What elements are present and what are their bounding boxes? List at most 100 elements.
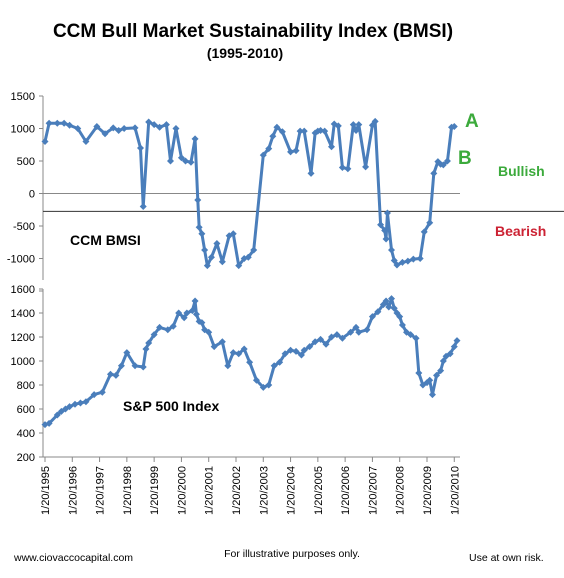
sp500-data-point [183, 309, 191, 317]
sp500-data-point [270, 362, 278, 370]
bmsi-data-point [393, 261, 401, 269]
bmsi-y-axis: 1500 1000 500 0 -500 -1000 [7, 91, 43, 292]
bmsi-y-tick-label: -500 [13, 221, 35, 233]
bmsi-data-point [338, 164, 346, 171]
sp500-data-point [300, 346, 308, 354]
bmsi-data-point [53, 119, 61, 127]
bmsi-data-point [145, 118, 153, 126]
sp500-y-tick-label: 1600 [11, 284, 35, 296]
bmsi-y-tick-label: -1000 [7, 254, 35, 266]
bmsi-data-point [177, 154, 185, 162]
x-tick-label: 1/20/2002 [231, 466, 243, 515]
sp500-data-point [374, 308, 382, 316]
bmsi-data-point [139, 203, 147, 210]
x-tick-label: 1/20/1999 [149, 466, 161, 515]
sp500-data-point [229, 349, 237, 357]
sp500-data-point [433, 371, 441, 379]
bmsi-data-point [426, 219, 434, 227]
bmsi-data-point [321, 127, 329, 135]
sp500-data-point [398, 321, 406, 329]
sp500-data-point [317, 335, 325, 343]
sp500-data-point [437, 367, 445, 375]
sp500-data-point [259, 383, 267, 391]
bmsi-series-label: CCM BMSI [70, 232, 141, 248]
sp500-data-point [281, 350, 289, 358]
sp500-data-point [45, 419, 53, 427]
bmsi-data-point [398, 258, 406, 266]
bmsi-data-point [156, 123, 164, 131]
x-tick-label: 1/20/2010 [449, 466, 461, 515]
sp500-data-point [385, 303, 393, 311]
sp500-data-point [347, 328, 355, 336]
bmsi-data-point [218, 258, 226, 266]
bmsi-data-point [371, 117, 379, 125]
bmsi-data-point [287, 148, 295, 156]
sp500-y-tick-label: 1200 [11, 332, 35, 344]
bmsi-data-point [244, 253, 252, 261]
bmsi-data-point [296, 127, 304, 135]
bmsi-data-point [344, 165, 352, 173]
sp500-data-point [368, 313, 376, 321]
sp500-data-point [265, 381, 273, 389]
x-tick-label: 1/20/2001 [204, 466, 216, 515]
sp500-data-point [175, 309, 183, 317]
bmsi-data-point [307, 169, 315, 177]
bmsi-y-tick-label: 500 [17, 156, 35, 168]
bmsi-data-point [416, 255, 424, 262]
x-axis: 1/20/1995 1/20/1996 1/20/1997 1/20/1998 1/20… [40, 457, 461, 515]
bmsi-data-point [383, 209, 391, 217]
bmsi-data-point [162, 121, 170, 129]
sp500-data-point [311, 338, 319, 346]
bmsi-data-point [300, 127, 308, 135]
sp500-data-point [306, 343, 314, 351]
sp500-data-point [327, 333, 335, 341]
sp500-data-point [252, 376, 260, 384]
footer-note: For illustrative purposes only. [224, 548, 360, 560]
sp500-data-point [76, 399, 84, 407]
x-tick-label: 1/20/2008 [395, 466, 407, 515]
sp500-data-point [450, 343, 458, 351]
sp500-data-point [426, 376, 434, 384]
sp500-data-point [106, 370, 114, 378]
sp500-data-point [246, 358, 254, 366]
bmsi-data-point [390, 256, 398, 264]
bmsi-data-point [352, 126, 360, 134]
sp500-data-point [333, 331, 341, 339]
sp500-data-point [90, 391, 98, 399]
sp500-data-point [117, 362, 125, 370]
sp500-series-label: S&P 500 Index [123, 398, 219, 414]
bmsi-data-point [187, 158, 195, 166]
bmsi-data-point [109, 124, 117, 132]
sp500-data-point [428, 391, 436, 399]
sp500-data-point [188, 307, 196, 315]
bmsi-data-point [269, 132, 277, 140]
bmsi-data-point [265, 145, 273, 153]
bmsi-data-point [150, 121, 158, 129]
sp500-data-point [439, 357, 447, 365]
bmsi-data-point [420, 228, 428, 236]
sp500-data-point [390, 304, 398, 312]
sp500-data-point [71, 400, 79, 408]
bmsi-data-point [235, 262, 243, 270]
bmsi-panel: 1500 1000 500 0 -500 -1000 CCM BMSI A B Bulli… [7, 91, 564, 292]
bmsi-data-point [355, 121, 363, 129]
sp500-data-point [53, 411, 61, 419]
bmsi-data-point [229, 230, 237, 238]
bmsi-data-point [60, 119, 68, 127]
bearish-zone-label: Bearish [495, 223, 546, 239]
bullish-zone-label: Bullish [498, 163, 545, 179]
bmsi-data-point [182, 157, 190, 165]
sp500-data-point [240, 345, 248, 353]
bmsi-data-point [409, 255, 417, 263]
sp500-series-points [41, 295, 461, 429]
sp500-data-point [139, 363, 147, 371]
sp500-data-point [355, 328, 363, 336]
sp500-data-point [156, 323, 164, 331]
sp500-data-point [297, 351, 305, 359]
bmsi-data-point [41, 138, 49, 145]
sp500-y-tick-label: 800 [17, 380, 35, 392]
bmsi-data-point [388, 246, 396, 254]
bmsi-data-point [250, 246, 258, 254]
sp500-data-point [276, 358, 284, 366]
x-tick-label: 1/20/2006 [340, 466, 352, 515]
